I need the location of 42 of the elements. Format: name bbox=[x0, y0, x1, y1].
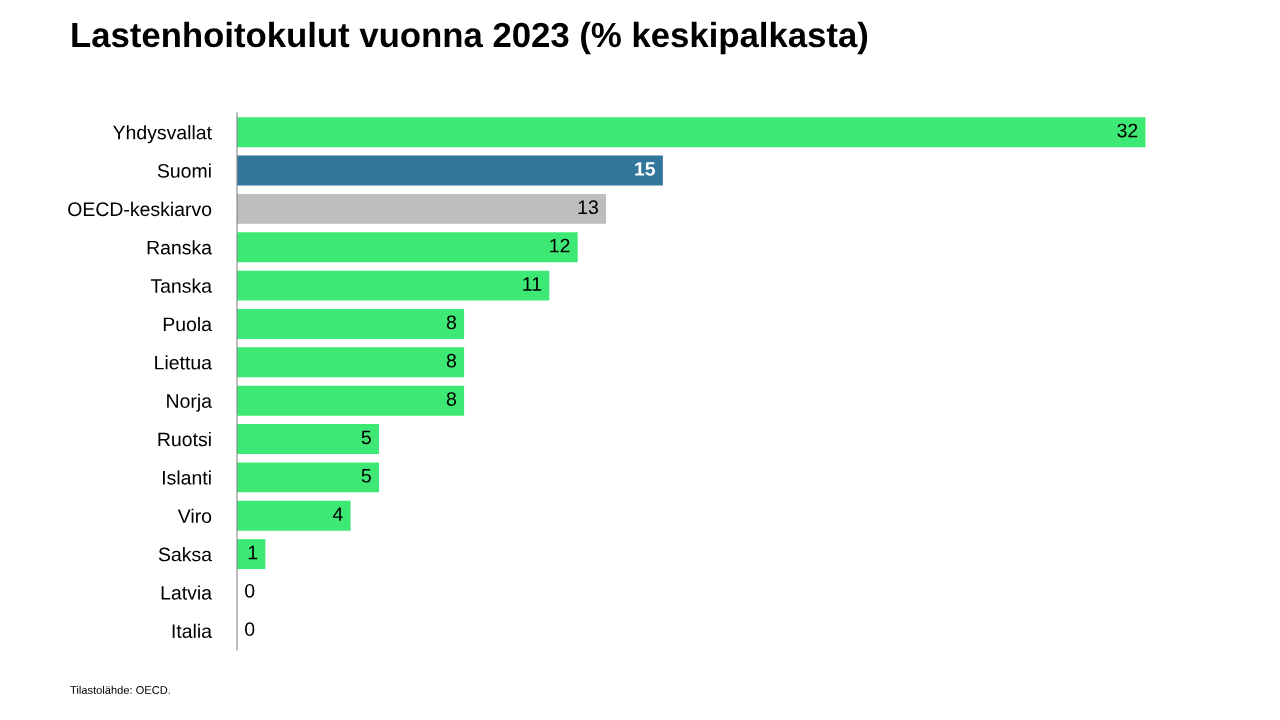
bar bbox=[237, 193, 607, 224]
text: Tilastolähde: OECD. bbox=[70, 685, 170, 694]
data-label: 8 bbox=[446, 315, 457, 330]
data-label: 8 bbox=[446, 392, 457, 406]
bar bbox=[237, 385, 465, 416]
y-tick-label: Yhdysvallat bbox=[113, 125, 212, 144]
data-label: 8 bbox=[446, 353, 457, 368]
bar bbox=[237, 347, 465, 378]
data-label: 11 bbox=[523, 277, 542, 291]
bar bbox=[237, 500, 351, 531]
data-label: 5 bbox=[361, 469, 371, 483]
chart-title: Lastenhoitokulut vuonna 2023 (% keskipalkasta) bbox=[72, 21, 868, 55]
y-tick-label: Ruotsi bbox=[158, 431, 211, 447]
y-tick-label: Viro bbox=[177, 508, 212, 523]
bar bbox=[237, 232, 578, 263]
y-tick-label: Liettua bbox=[155, 355, 212, 370]
data-label: 1 bbox=[248, 545, 258, 560]
y-tick-label: Tanska bbox=[150, 278, 212, 293]
bar bbox=[237, 462, 379, 493]
bar bbox=[237, 117, 1146, 148]
data-label: 0 bbox=[245, 583, 255, 598]
data-label: 12 bbox=[550, 238, 570, 253]
bar bbox=[237, 424, 379, 454]
data-label: 13 bbox=[578, 200, 598, 215]
y-tick-label: Ranska bbox=[147, 240, 212, 255]
bar bbox=[237, 155, 663, 186]
y-tick-label: Latvia bbox=[161, 585, 212, 600]
y-tick-label: Puola bbox=[163, 316, 212, 332]
data-label: 32 bbox=[1117, 123, 1138, 138]
y-tick-label: Suomi bbox=[157, 163, 211, 178]
data-label: 5 bbox=[361, 430, 371, 445]
y-tick-label: Islanti bbox=[163, 470, 211, 485]
y-tick-label: Italia bbox=[172, 623, 212, 639]
y-tick-label: Norja bbox=[167, 393, 212, 412]
y-tick-label: OECD-keskiarvo bbox=[68, 201, 212, 217]
data-label: 0 bbox=[245, 622, 255, 637]
bar bbox=[237, 539, 266, 570]
bar bbox=[237, 309, 465, 339]
y-tick-label: Saksa bbox=[158, 547, 212, 562]
data-label: 4 bbox=[332, 507, 343, 521]
bar bbox=[237, 270, 550, 301]
data-label: 15 bbox=[635, 162, 656, 176]
